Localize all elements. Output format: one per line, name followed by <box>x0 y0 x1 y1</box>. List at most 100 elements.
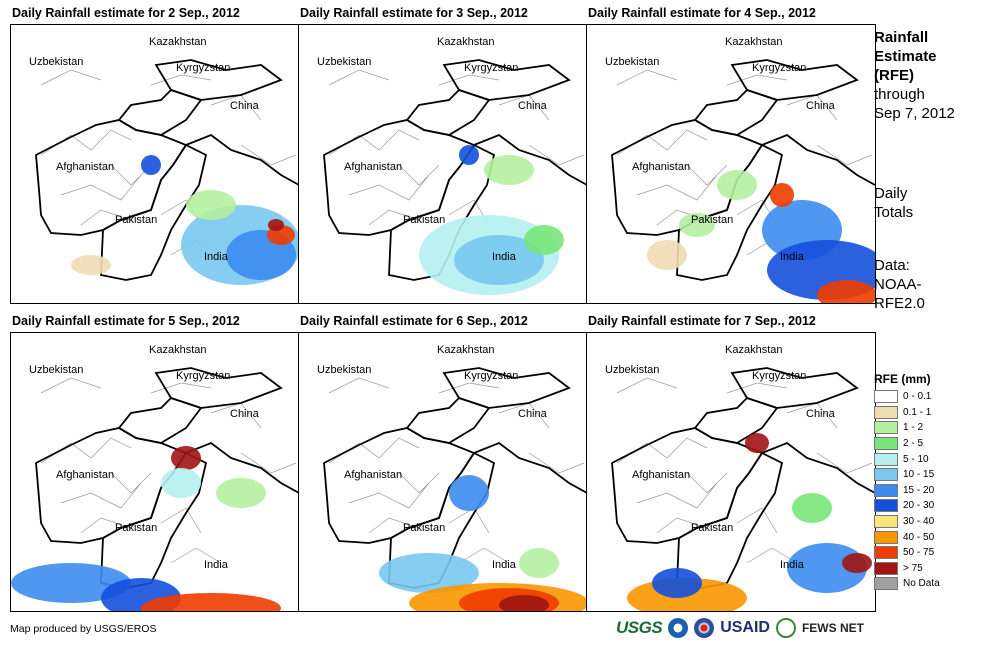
legend-rows: 0 - 0.1 0.1 - 1 1 - 2 2 - 5 5 - 10 10 - 15 15 … <box>874 389 940 592</box>
rainfall-patch <box>817 280 875 303</box>
tajik-border <box>117 88 203 136</box>
legend-label: No Data <box>903 578 940 590</box>
legend-label: 5 - 10 <box>903 453 929 465</box>
rainfall-patch <box>71 255 111 275</box>
legend-swatch <box>874 515 898 529</box>
panel-title: Daily Rainfall estimate for 5 Sep., 2012 <box>12 314 240 328</box>
tajik-border <box>117 396 203 444</box>
legend-swatch <box>874 405 898 419</box>
map-label-afghanistan: Afghanistan <box>56 161 114 173</box>
map-panel-2: Daily Rainfall estimate for 3 Sep., 2012… <box>298 6 588 306</box>
rainfall-patch <box>459 145 479 165</box>
side-daily-2: Totals <box>874 204 914 221</box>
map-panel-5: Daily Rainfall estimate for 6 Sep., 2012… <box>298 314 588 614</box>
panel-title: Daily Rainfall estimate for 3 Sep., 2012 <box>300 6 528 20</box>
map-label-afghanistan: Afghanistan <box>56 469 114 481</box>
side-title-line-3: (RFE) <box>874 67 914 84</box>
side-date: Sep 7, 2012 <box>874 105 955 122</box>
usaid-logo: USAID <box>720 619 770 636</box>
rainfall-patch <box>842 553 872 573</box>
rainfall-patch <box>11 563 131 603</box>
panel-title: Daily Rainfall estimate for 7 Sep., 2012 <box>588 314 816 328</box>
china-border <box>473 133 587 186</box>
legend-label: 30 - 40 <box>903 516 935 528</box>
map-label-pakistan: Pakistan <box>403 214 445 226</box>
country-borders <box>611 367 859 589</box>
side-data-source: Data: NOAA- RFE2.0 <box>874 256 925 313</box>
rainfall-patch <box>499 595 549 611</box>
legend-swatch <box>874 437 898 451</box>
rainfall-map: Kazakhstan Uzbekistan Kyrgyzstan China A… <box>10 332 300 612</box>
china-border <box>761 441 875 494</box>
rainfall-patch <box>519 548 559 578</box>
legend-label: 0 - 0.1 <box>903 391 932 403</box>
rainfall-patch <box>717 170 757 200</box>
legend-swatch <box>874 546 898 560</box>
map-label-india: India <box>204 251 229 263</box>
legend-label: > 75 <box>903 562 923 574</box>
pakistan-border <box>676 143 784 281</box>
rainfall-map: Kazakhstan Uzbekistan Kyrgyzstan China A… <box>10 24 300 304</box>
legend-item: 1 - 2 <box>874 420 940 436</box>
tajik-border <box>405 396 491 444</box>
map-label-uzbekistan: Uzbekistan <box>29 364 83 376</box>
map-label-kazakhstan: Kazakhstan <box>437 344 494 356</box>
rainfall-patch <box>745 433 769 453</box>
map-panel-4: Daily Rainfall estimate for 5 Sep., 2012… <box>10 314 300 614</box>
map-label-china: China <box>518 408 548 420</box>
map-label-afghanistan: Afghanistan <box>632 469 690 481</box>
rainfall-patch <box>379 553 479 593</box>
legend-label: 15 - 20 <box>903 484 935 496</box>
side-data-1: Data: <box>874 257 910 274</box>
rainfall-patch <box>216 478 266 508</box>
country-borders <box>35 59 283 281</box>
map-label-china: China <box>518 100 548 112</box>
legend-item: 50 - 75 <box>874 545 940 561</box>
map-label-uzbekistan: Uzbekistan <box>29 56 83 68</box>
map-label-india: India <box>492 559 517 571</box>
map-label-kazakhstan: Kazakhstan <box>149 36 206 48</box>
map-label-kyrgyzstan: Kyrgyzstan <box>464 62 518 74</box>
legend-label: 0.1 - 1 <box>903 406 932 418</box>
side-through: through <box>874 86 925 103</box>
rain-layer <box>419 145 564 295</box>
map-label-pakistan: Pakistan <box>691 522 733 534</box>
side-title-line-2: Estimate <box>874 48 937 65</box>
map-label-afghanistan: Afghanistan <box>632 161 690 173</box>
panel-title: Daily Rainfall estimate for 2 Sep., 2012 <box>12 6 240 20</box>
map-label-uzbekistan: Uzbekistan <box>605 56 659 68</box>
tajik-border <box>693 396 779 444</box>
map-label-china: China <box>230 408 260 420</box>
rainfall-patch <box>679 213 715 237</box>
rainfall-patch <box>647 240 687 270</box>
map-label-uzbekistan: Uzbekistan <box>317 56 371 68</box>
china-border <box>761 133 875 186</box>
fews-net-logo: FEWS NET <box>801 621 864 635</box>
legend-title: RFE (mm) <box>874 372 931 386</box>
legend-swatch <box>874 483 898 497</box>
legend-item: 5 - 10 <box>874 451 940 467</box>
side-data-2: NOAA- <box>874 276 922 293</box>
legend-label: 20 - 30 <box>903 500 935 512</box>
legend-label: 50 - 75 <box>903 547 935 559</box>
legend-swatch <box>874 561 898 575</box>
rainfall-patch <box>268 219 284 231</box>
side-daily-totals: Daily Totals <box>874 184 913 222</box>
legend-swatch <box>874 468 898 482</box>
rainfall-patch <box>792 493 832 523</box>
legend-item: No Data <box>874 576 940 592</box>
legend-item: 10 - 15 <box>874 467 940 483</box>
rainfall-patch <box>449 475 489 511</box>
map-label-pakistan: Pakistan <box>115 214 157 226</box>
map-label-afghanistan: Afghanistan <box>344 161 402 173</box>
legend-label: 1 - 2 <box>903 422 924 434</box>
map-label-kazakhstan: Kazakhstan <box>725 344 782 356</box>
rainfall-patch <box>141 155 161 175</box>
nasa-logo-icon <box>694 618 715 638</box>
rainfall-patch <box>524 225 564 255</box>
side-daily-1: Daily <box>874 185 908 202</box>
rain-layer <box>627 433 872 611</box>
map-label-kyrgyzstan: Kyrgyzstan <box>464 370 518 382</box>
legend-swatch <box>874 577 898 591</box>
map-label-china: China <box>806 408 836 420</box>
